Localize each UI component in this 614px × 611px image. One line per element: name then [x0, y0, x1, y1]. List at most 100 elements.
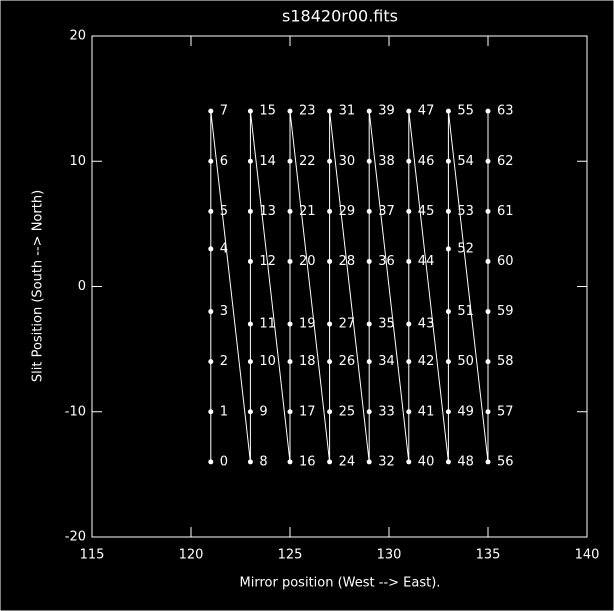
- data-point: [327, 258, 333, 264]
- point-label: 27: [339, 317, 356, 332]
- point-label: 3: [220, 304, 228, 319]
- data-point: [208, 208, 214, 214]
- point-label: 10: [259, 354, 276, 369]
- data-point: [247, 208, 253, 214]
- data-point: [406, 459, 412, 465]
- data-point: [445, 309, 451, 315]
- point-label: 40: [418, 454, 435, 469]
- y-tick-label: 10: [69, 154, 86, 169]
- point-label: 6: [220, 154, 228, 169]
- point-label: 8: [259, 454, 267, 469]
- point-label: 39: [378, 104, 395, 119]
- data-point: [366, 258, 372, 264]
- data-point: [366, 108, 372, 114]
- data-point: [287, 108, 293, 114]
- point-label: 61: [497, 204, 514, 219]
- data-point: [247, 409, 253, 415]
- point-label: 53: [457, 204, 474, 219]
- data-point: [366, 321, 372, 327]
- y-tick-label: -10: [65, 404, 86, 419]
- data-point: [287, 321, 293, 327]
- data-point: [485, 309, 491, 315]
- data-point: [406, 108, 412, 114]
- data-point: [247, 258, 253, 264]
- data-point: [445, 158, 451, 164]
- data-point: [445, 459, 451, 465]
- point-label: 2: [220, 354, 228, 369]
- data-point: [445, 208, 451, 214]
- data-point: [406, 208, 412, 214]
- point-label: 26: [339, 354, 356, 369]
- data-point: [247, 459, 253, 465]
- point-label: 14: [259, 154, 276, 169]
- data-point: [287, 158, 293, 164]
- x-tick-label: 130: [377, 548, 402, 563]
- point-label: 34: [378, 354, 395, 369]
- chart-title: s18420r00.fits: [282, 7, 398, 26]
- data-point: [406, 258, 412, 264]
- data-point: [327, 108, 333, 114]
- data-point: [445, 409, 451, 415]
- data-point: [287, 409, 293, 415]
- y-tick-label: -20: [65, 530, 86, 545]
- point-label: 15: [259, 104, 276, 119]
- data-point: [485, 108, 491, 114]
- point-label: 19: [299, 317, 316, 332]
- point-label: 52: [457, 241, 474, 256]
- data-point: [287, 459, 293, 465]
- point-label: 42: [418, 354, 435, 369]
- data-point: [485, 359, 491, 365]
- data-point: [327, 359, 333, 365]
- x-axis-label: Mirror position (West --> East).: [240, 576, 441, 591]
- data-point: [247, 359, 253, 365]
- point-label: 13: [259, 204, 276, 219]
- data-point: [366, 208, 372, 214]
- data-point: [208, 309, 214, 315]
- point-label: 46: [418, 154, 435, 169]
- x-tick-label: 125: [278, 548, 303, 563]
- data-point: [485, 459, 491, 465]
- data-point: [366, 158, 372, 164]
- point-label: 38: [378, 154, 395, 169]
- data-point: [287, 359, 293, 365]
- point-label: 21: [299, 204, 316, 219]
- data-point: [208, 246, 214, 252]
- data-point: [485, 208, 491, 214]
- point-label: 18: [299, 354, 316, 369]
- data-point: [406, 321, 412, 327]
- point-label: 20: [299, 254, 316, 269]
- point-label: 37: [378, 204, 395, 219]
- x-tick-label: 135: [476, 548, 501, 563]
- point-label: 54: [457, 154, 474, 169]
- data-point: [366, 359, 372, 365]
- point-label: 35: [378, 317, 395, 332]
- point-label: 9: [259, 404, 267, 419]
- data-point: [208, 409, 214, 415]
- x-tick-label: 140: [575, 548, 600, 563]
- point-label: 62: [497, 154, 514, 169]
- data-point: [327, 459, 333, 465]
- point-label: 4: [220, 241, 228, 256]
- point-label: 41: [418, 404, 435, 419]
- point-label: 51: [457, 304, 474, 319]
- data-point: [247, 321, 253, 327]
- data-point: [247, 108, 253, 114]
- point-label: 45: [418, 204, 435, 219]
- point-label: 47: [418, 104, 435, 119]
- point-label: 60: [497, 254, 514, 269]
- data-point: [366, 409, 372, 415]
- x-tick-label: 115: [80, 548, 105, 563]
- point-label: 58: [497, 354, 514, 369]
- data-point: [485, 409, 491, 415]
- point-label: 25: [339, 404, 356, 419]
- point-label: 5: [220, 204, 228, 219]
- data-point: [327, 321, 333, 327]
- point-label: 32: [378, 454, 395, 469]
- point-label: 31: [339, 104, 356, 119]
- point-label: 44: [418, 254, 435, 269]
- point-label: 24: [339, 454, 356, 469]
- data-point: [327, 409, 333, 415]
- point-label: 28: [339, 254, 356, 269]
- point-label: 23: [299, 104, 316, 119]
